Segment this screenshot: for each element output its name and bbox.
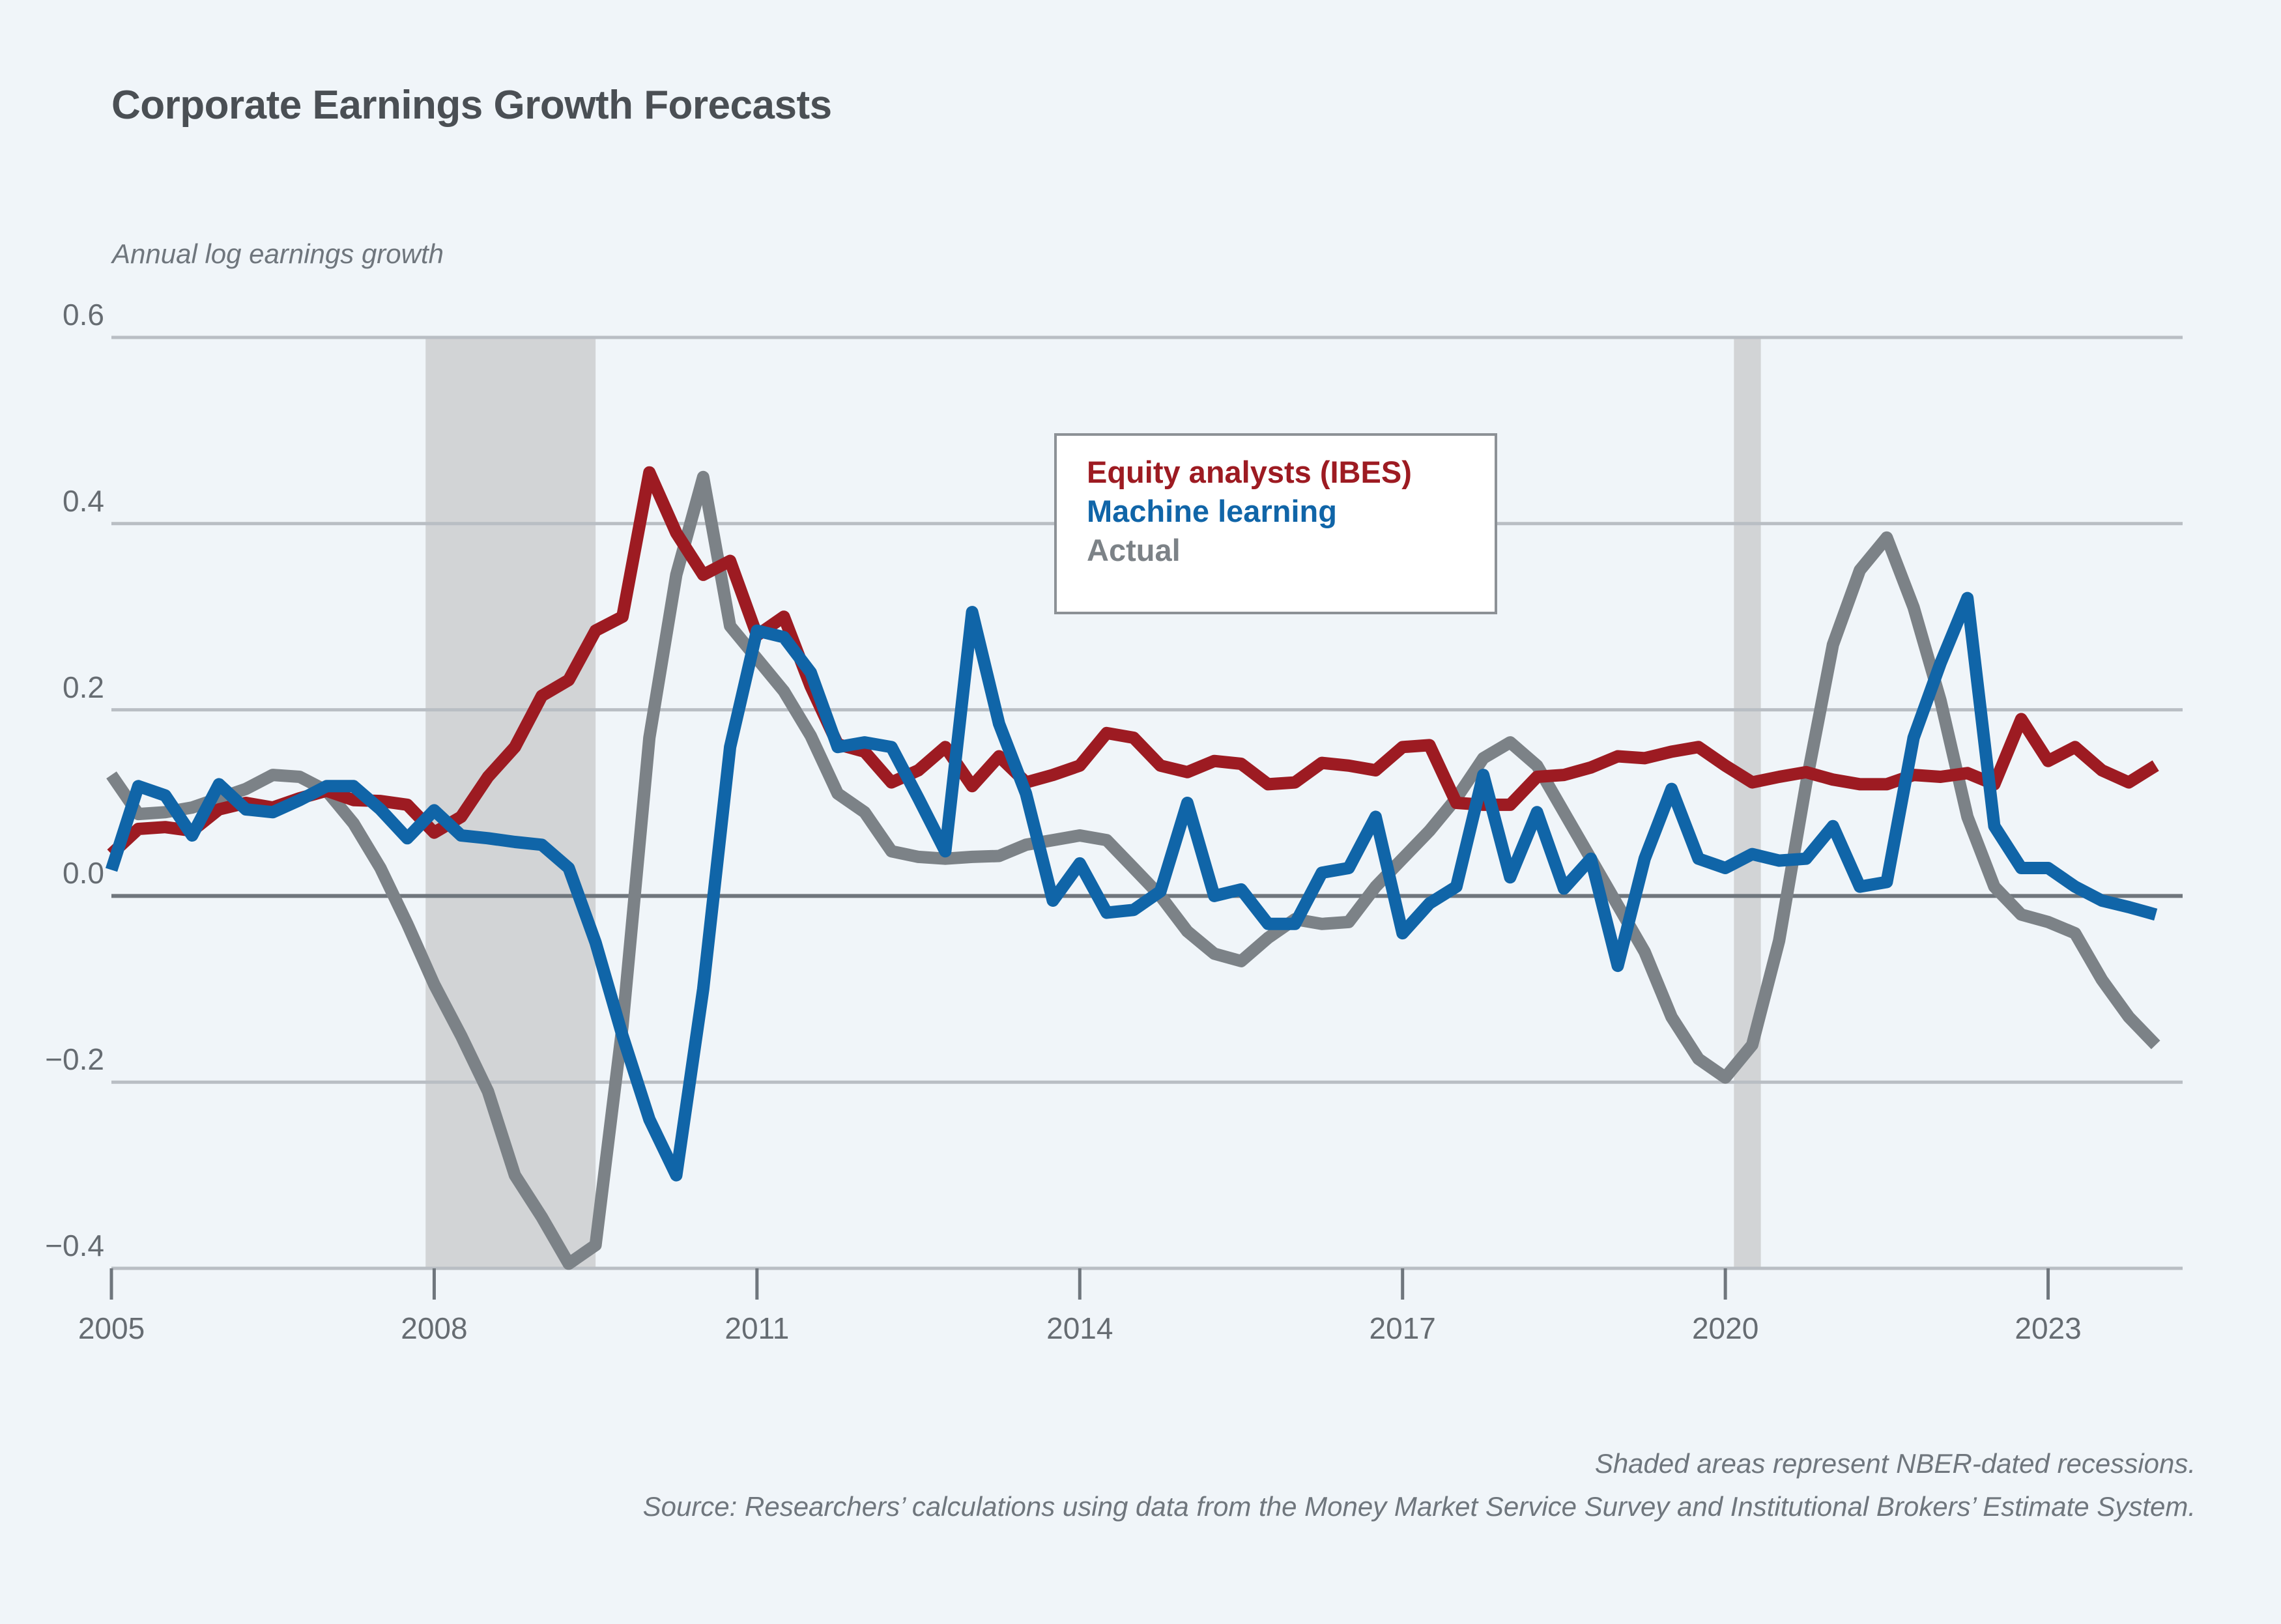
recession-bands: [425, 337, 1761, 1268]
note-recessions: Shaded areas represent NBER-dated recess…: [1594, 1448, 2196, 1479]
y-tick-label: 0.2: [63, 670, 104, 704]
x-axis-ticks: [109, 1268, 2050, 1300]
x-tick-label: 2005: [78, 1311, 145, 1345]
y-tick-label: 0.4: [63, 483, 104, 518]
page-title: Corporate Earnings Growth Forecasts: [111, 83, 832, 128]
x-tick-label: 2008: [401, 1311, 468, 1345]
legend-item-machine-learning: Machine learning: [1087, 494, 1337, 529]
x-tick-label: 2020: [1691, 1311, 1759, 1345]
series-lines: [105, 466, 2160, 1270]
y-tick-label: −0.2: [45, 1042, 104, 1077]
note-source: Source: Researchers’ calculations using …: [642, 1491, 2196, 1522]
y-tick-label: −0.4: [45, 1229, 104, 1262]
x-tick-label: 2017: [1369, 1311, 1436, 1345]
y-axis-label: Annual log earnings growth: [112, 238, 444, 269]
series-line: [106, 470, 2160, 1270]
recession-band: [425, 337, 596, 1268]
legend-item-actual: Actual: [1087, 533, 1181, 568]
y-tick-label: 0.6: [63, 298, 104, 332]
recession-band: [1734, 337, 1761, 1268]
x-tick-label: 2014: [1046, 1311, 1113, 1345]
legend-item-ibes: Equity analysts (IBES): [1087, 455, 1412, 489]
x-tick-label: 2011: [724, 1311, 790, 1345]
y-tick-label: 0.0: [63, 856, 104, 890]
series-line: [105, 591, 2158, 1182]
x-tick-label: 2023: [2015, 1311, 2082, 1345]
chart-legend: Equity analysts (IBES) Machine learning …: [1054, 433, 1497, 614]
